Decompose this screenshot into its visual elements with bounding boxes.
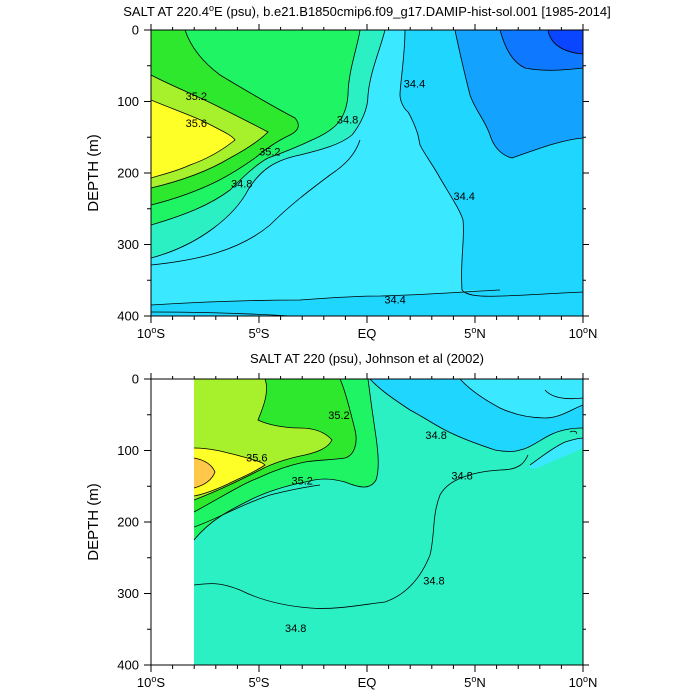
bottom-y-tick-label: 200	[117, 515, 139, 530]
top-x-tick-label: 10oN	[569, 325, 598, 341]
top-title: SALT AT 220.4oE (psu), b.e21.B1850cmip6.…	[123, 3, 611, 19]
contour-label: 34.8	[337, 114, 358, 126]
contour-label: 34.4	[384, 295, 405, 307]
contour-label: 35.6	[246, 453, 267, 465]
contour-label: 35.2	[291, 476, 312, 488]
top-y-tick-label: 100	[117, 94, 139, 109]
top-x-tick-label: 10oS	[137, 325, 165, 341]
fill-34.4-34.6	[460, 379, 583, 418]
bottom-y-label: DEPTH (m)	[85, 483, 102, 561]
top-contour-lines	[151, 30, 583, 316]
contour-label: 35.6	[186, 118, 207, 130]
bottom-x-tick-label: EQ	[358, 675, 377, 690]
contour-label: 34.8	[451, 471, 472, 483]
bottom-y-tick-label: 400	[117, 658, 139, 673]
top-plot-area	[151, 30, 583, 316]
top-y-tick-label: 300	[117, 237, 139, 252]
top-x-tick-label: EQ	[358, 326, 377, 341]
bottom-x-tick-label: 5oN	[464, 674, 486, 690]
bottom-y-tick-label: 300	[117, 586, 139, 601]
contour-label: 35.2	[186, 91, 207, 103]
contour-label: 34.4	[404, 79, 425, 91]
top-panel: SALT AT 220.4oE (psu), b.e21.B1850cmip6.…	[85, 3, 611, 341]
bottom-fills	[151, 379, 583, 665]
bottom-x-tick-label: 10oN	[569, 674, 598, 690]
bottom-title: SALT AT 220 (psu), Johnson et al (2002)	[250, 351, 484, 366]
top-fills	[151, 30, 583, 316]
bottom-y-tick-label: 0	[132, 372, 139, 387]
bottom-contour-lines	[193, 379, 583, 609]
top-x-tick-label: 5oN	[464, 325, 486, 341]
top-y-label: DEPTH (m)	[85, 134, 102, 212]
fill-35.6-35.8	[194, 448, 265, 496]
top-contour-labels: 35.2 35.6 35.2 34.8 34.8 34.4 34.4 34.4	[186, 79, 475, 307]
bottom-y-tick-label: 100	[117, 443, 139, 458]
contour-label: 34.4	[453, 191, 474, 203]
contour-label: 34.8	[425, 430, 446, 442]
fill-32.8-33.2	[548, 30, 583, 54]
fill-gt-35.8	[194, 458, 215, 488]
contour-label: 34.8	[285, 623, 306, 635]
contour-label: 34.8	[423, 576, 444, 588]
missing-data-strip	[151, 379, 194, 665]
top-x-axis: 10oS 5oS EQ 5oN 10oN	[137, 24, 598, 341]
top-y-tick-label: 400	[117, 309, 139, 324]
contour-label: 34.8	[231, 179, 252, 191]
top-y-tick-label: 200	[117, 166, 139, 181]
bottom-plot-area	[151, 379, 583, 665]
contour-label: 35.2	[259, 147, 280, 159]
top-x-tick-label: 5oS	[249, 325, 270, 341]
fill-36.4-36.8	[151, 100, 235, 178]
bottom-contour-labels: 35.2 35.6 35.2 34.8 34.8 34.8 34.8	[246, 410, 473, 635]
bottom-y-axis: 0 100 200 300 400	[117, 372, 589, 673]
bottom-x-axis: 10oS 5oS EQ 5oN 10oN	[137, 373, 598, 690]
bottom-x-tick-label: 5oS	[249, 674, 270, 690]
fill-34.4-34.6-right	[530, 438, 583, 469]
top-y-axis: 0 100 200 300 400	[117, 23, 589, 324]
top-y-tick-label: 0	[132, 23, 139, 38]
bottom-x-tick-label: 10oS	[137, 674, 165, 690]
bottom-panel: SALT AT 220 (psu), Johnson et al (2002)	[85, 351, 597, 690]
contour-label: 35.2	[328, 410, 349, 422]
